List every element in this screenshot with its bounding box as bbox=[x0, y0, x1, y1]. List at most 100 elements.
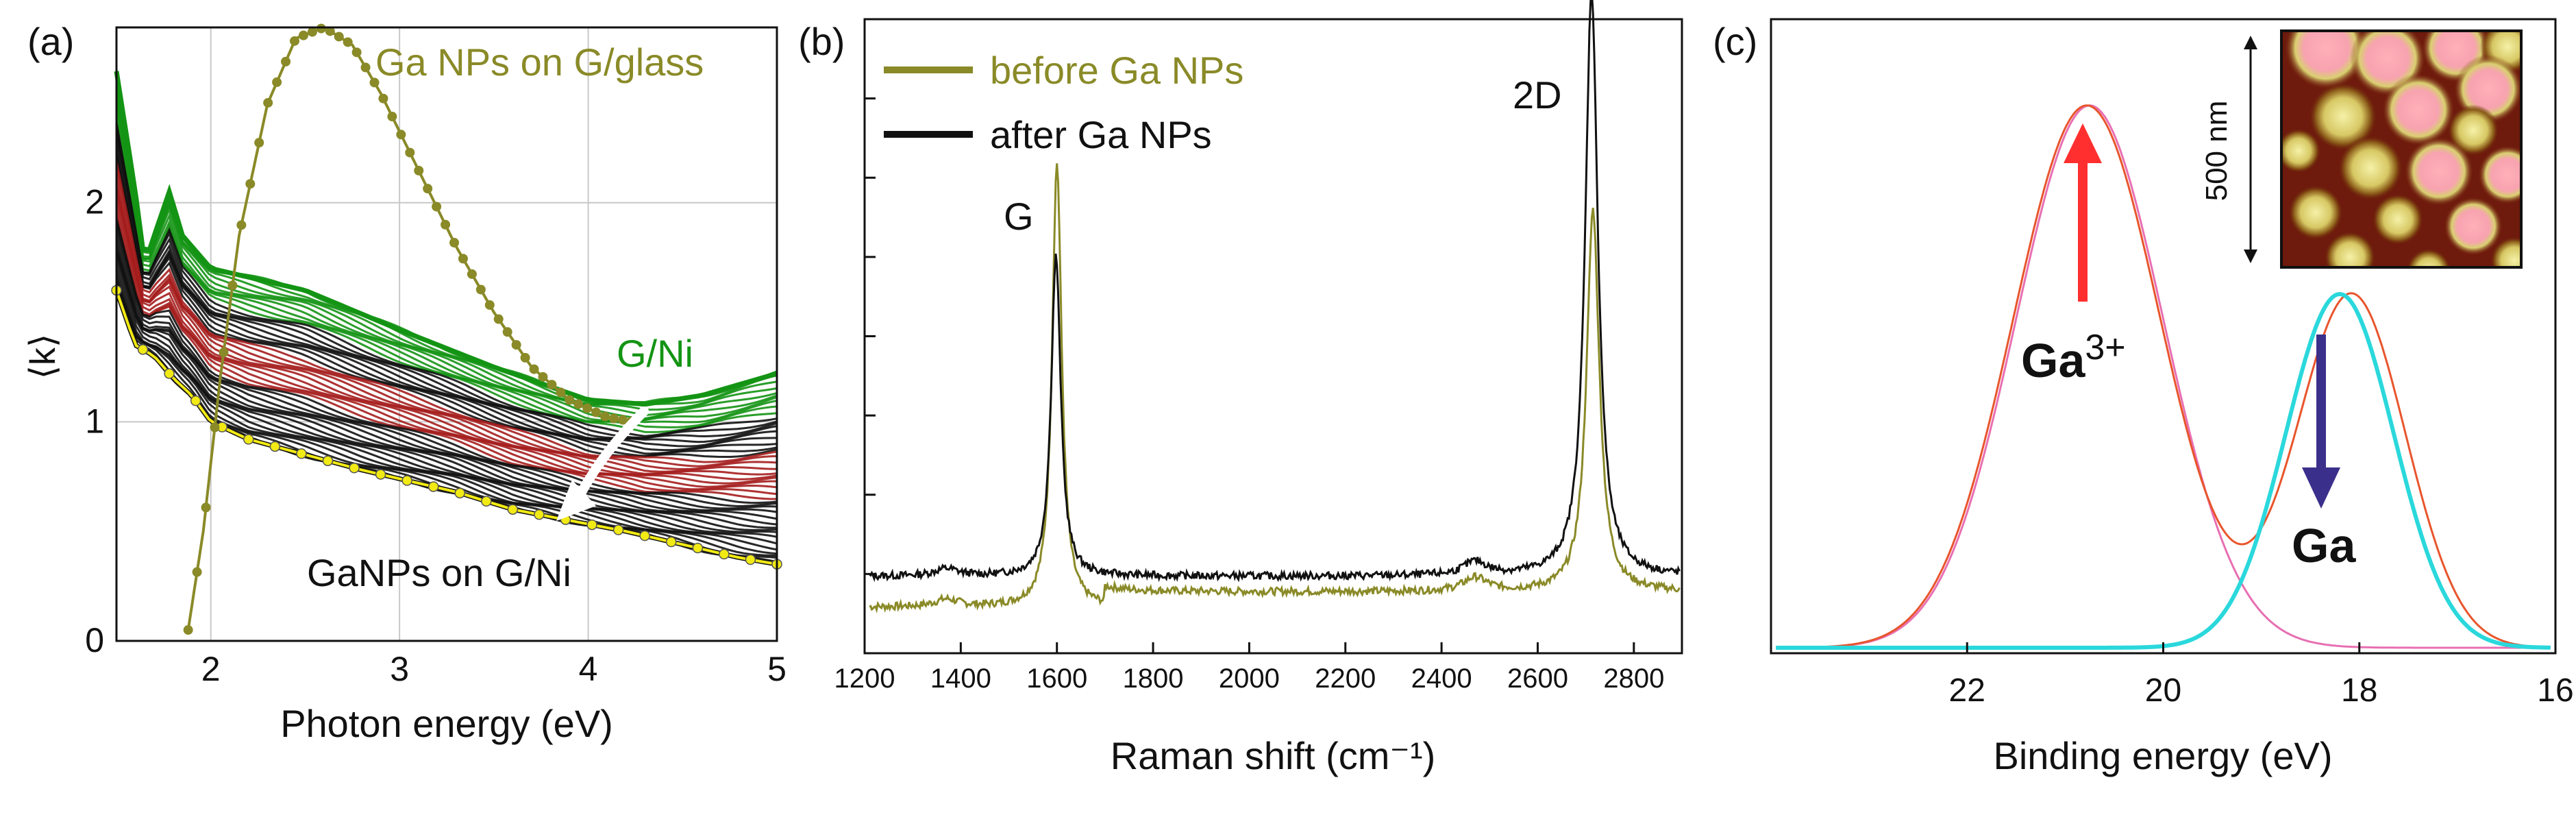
ganps-data-point bbox=[164, 368, 175, 379]
glass-data-point bbox=[325, 26, 335, 36]
glass-data-point bbox=[405, 147, 415, 158]
ganps-data-point bbox=[401, 475, 412, 486]
panel-c-ticks: 22 20 18 16 bbox=[1949, 642, 2574, 709]
x-tick-label: 4 bbox=[579, 650, 598, 688]
glass-data-point bbox=[520, 352, 530, 363]
glass-data-point bbox=[547, 380, 557, 390]
afm-particle bbox=[2324, 231, 2376, 267]
k-spectrum-line bbox=[115, 126, 778, 439]
glass-data-point bbox=[343, 37, 353, 47]
glass-data-point bbox=[369, 77, 380, 88]
panel-a-x-label: Photon energy (eV) bbox=[280, 702, 613, 745]
k-spectrum-line bbox=[115, 188, 778, 481]
peak-label-g: G bbox=[1004, 195, 1034, 238]
glass-data-point bbox=[502, 327, 512, 337]
x-tick-label: 1600 bbox=[1026, 664, 1087, 694]
panel-b-ticks: 1200 1400 1600 1800 2000 2200 2400 2600 2800 bbox=[834, 97, 1664, 694]
ganps-data-point bbox=[692, 542, 704, 554]
k-spectrum-line bbox=[115, 132, 778, 443]
panel-b-x-label: Raman shift (cm⁻¹) bbox=[1111, 734, 1436, 777]
ganps-data-point bbox=[375, 469, 386, 480]
annotation-g-ni: G/Ni bbox=[617, 332, 693, 375]
label-ga: Ga bbox=[2292, 519, 2356, 572]
series-before-ga-nps bbox=[869, 163, 1681, 613]
afm-frame bbox=[2280, 29, 2523, 269]
ganps-data-point bbox=[243, 434, 254, 445]
k-spectrum-line bbox=[115, 87, 778, 417]
scale-bar-top-head bbox=[2244, 36, 2257, 49]
label-ga3plus: Ga3+ bbox=[2021, 328, 2126, 387]
x-tick-label: 2200 bbox=[1315, 664, 1376, 694]
x-tick-label: 18 bbox=[2341, 672, 2377, 709]
k-spectrum-line bbox=[115, 237, 778, 520]
glass-data-point bbox=[582, 403, 593, 413]
x-tick-label: 1400 bbox=[930, 664, 991, 694]
glass-data-point bbox=[449, 238, 460, 248]
ganps-data-point bbox=[666, 536, 677, 548]
afm-particle bbox=[2447, 104, 2499, 156]
glass-data-point bbox=[334, 32, 344, 42]
x-tick-label: 2000 bbox=[1219, 664, 1280, 694]
series-ga-component bbox=[1776, 292, 2551, 650]
panel-b-series bbox=[869, 0, 1681, 613]
panel-c: (c) 22 20 18 16 Binding energy (eV) Ga3+ Ga bbox=[1713, 18, 2574, 777]
k-spectrum-line bbox=[115, 218, 778, 504]
glass-data-point bbox=[423, 184, 433, 194]
k-spectrum-line bbox=[115, 191, 778, 485]
glass-data-point bbox=[475, 284, 486, 295]
ganps-data-point bbox=[639, 530, 650, 542]
afm-particles bbox=[2281, 31, 2521, 267]
glass-data-point bbox=[538, 372, 548, 382]
scale-bar-bottom-head bbox=[2244, 250, 2257, 263]
afm-particle bbox=[2285, 31, 2367, 89]
panel-a: (a) 2 3 4 5 0 1 2 Photon energy (eV) ⟨k⟩ Ga NP… bbox=[23, 20, 787, 745]
afm-particle bbox=[2405, 137, 2473, 206]
blue-down-arrow-head bbox=[2302, 467, 2340, 509]
glass-data-point bbox=[414, 165, 424, 175]
panel-a-label: (a) bbox=[27, 20, 74, 63]
glass-data-point bbox=[183, 625, 193, 635]
x-tick-label: 20 bbox=[2145, 672, 2181, 709]
glass-data-point bbox=[441, 219, 451, 230]
glass-data-point bbox=[245, 179, 256, 189]
x-tick-label: 3 bbox=[390, 650, 409, 688]
x-tick-label: 5 bbox=[767, 650, 787, 688]
glass-data-point bbox=[290, 36, 300, 46]
glass-data-point bbox=[219, 348, 229, 358]
glass-data-point bbox=[272, 77, 282, 87]
glass-data-point bbox=[316, 23, 326, 34]
afm-particle bbox=[2406, 248, 2451, 267]
ganps-data-point bbox=[481, 496, 492, 507]
k-spectrum-line bbox=[115, 247, 777, 529]
series-after-ga-nps bbox=[869, 0, 1681, 583]
glass-data-point bbox=[467, 269, 477, 279]
glass-data-point bbox=[351, 47, 362, 58]
ganps-data-point bbox=[454, 487, 466, 499]
series-envelope-fit bbox=[1776, 104, 2551, 649]
annotation-ga-nps-on-g-glass: Ga NPs on G/glass bbox=[375, 40, 704, 84]
glass-data-point bbox=[254, 138, 264, 148]
glass-data-point bbox=[263, 97, 273, 108]
glass-data-point bbox=[556, 387, 566, 398]
glass-data-point bbox=[236, 220, 247, 230]
label-ga3plus-sup: 3+ bbox=[2085, 328, 2125, 367]
ganps-data-point bbox=[534, 509, 545, 520]
glass-data-point bbox=[617, 415, 628, 425]
panel-c-x-label: Binding energy (eV) bbox=[1994, 734, 2333, 777]
afm-inset: 500 nm bbox=[2200, 29, 2523, 269]
panel-a-y-label: ⟨k⟩ bbox=[23, 334, 63, 380]
x-tick-label: 2800 bbox=[1603, 664, 1664, 694]
scale-bar-label: 500 nm bbox=[2200, 101, 2233, 202]
peak-label-2d: 2D bbox=[1513, 73, 1562, 117]
afm-particle bbox=[2372, 193, 2424, 245]
glass-data-point bbox=[227, 280, 238, 291]
y-tick-label: 1 bbox=[85, 402, 104, 440]
glass-data-point bbox=[307, 27, 317, 37]
glass-data-point bbox=[600, 411, 610, 422]
series-ga3plus-component bbox=[1776, 104, 2551, 649]
white-trend-arrowhead bbox=[556, 480, 596, 521]
y-tick-label: 0 bbox=[85, 621, 104, 659]
glass-data-point bbox=[458, 254, 468, 264]
ganps-data-point bbox=[296, 448, 307, 459]
